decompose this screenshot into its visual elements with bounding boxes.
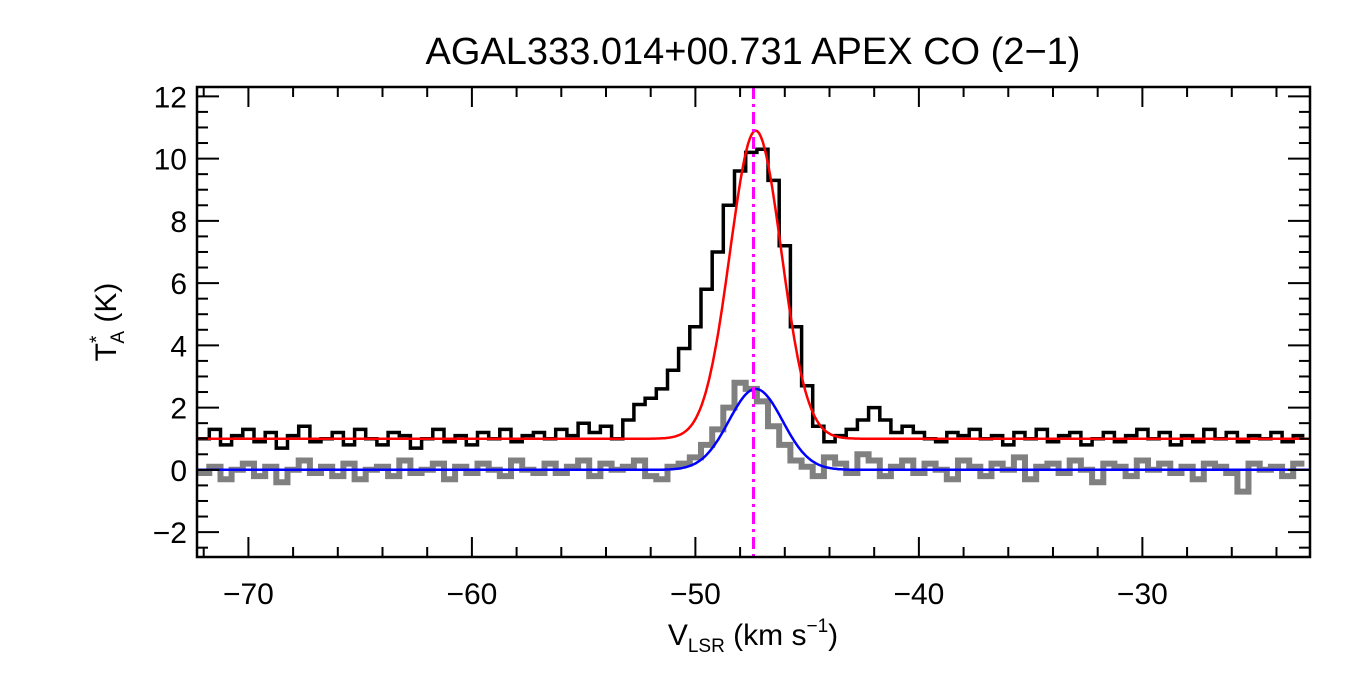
axes: −70 −60 −50 −40 −30 −2 0 2 4 6 8 10 12	[153, 81, 1312, 611]
x-axis-label-main: V	[668, 619, 688, 652]
y-tick-label: 12	[154, 81, 187, 114]
x-axis-label-close: )	[828, 619, 838, 652]
series-group	[197, 87, 1310, 557]
x-tick-label: −30	[1117, 578, 1168, 611]
y-axis-label-sup: *	[87, 335, 108, 343]
x-axis-label-sub: LSR	[688, 636, 725, 657]
y-tick-label: 10	[154, 144, 187, 177]
y-axis-label-sub: A	[108, 331, 129, 344]
x-tick-label: −60	[446, 578, 497, 611]
axes-frame	[195, 85, 1312, 559]
y-tick-label: 2	[170, 393, 187, 426]
chart-title: AGAL333.014+00.731 APEX CO (2−1)	[426, 31, 1081, 73]
y-tick-label: 6	[170, 268, 187, 301]
y-axis-label: T*A (K)	[87, 283, 129, 362]
y-axis-label-suffix: (K)	[90, 283, 123, 331]
y-axis-label-main: T	[90, 343, 123, 361]
plot-area	[197, 87, 1310, 557]
series-0-line	[198, 147, 1305, 450]
x-tick-label: −40	[893, 578, 944, 611]
x-tick-label: −50	[670, 578, 721, 611]
y-tick-label: 4	[170, 330, 187, 363]
y-tick-label: −2	[153, 517, 187, 550]
y-tick-label: 8	[170, 206, 187, 239]
y-tick-label: 0	[170, 455, 187, 488]
x-tick-label: −70	[223, 578, 274, 611]
x-axis-label-sup: −1	[806, 616, 828, 637]
x-axis-label: VLSR (km s−1)	[668, 616, 838, 657]
x-axis-label-suffix: (km s	[725, 619, 807, 652]
